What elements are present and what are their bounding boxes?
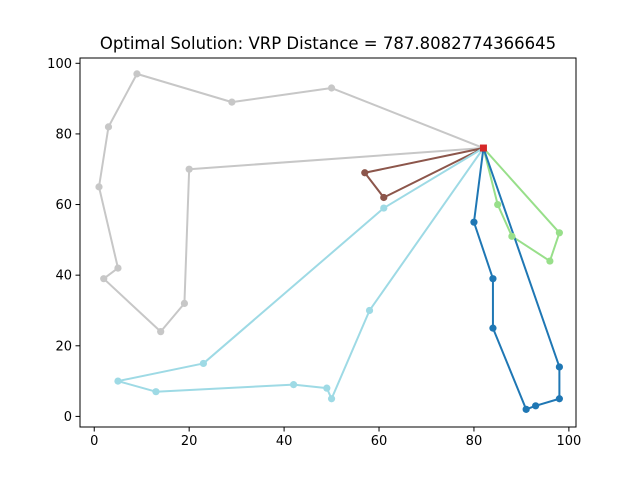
route-line-5: [472, 147, 561, 411]
customer-point: [95, 183, 103, 191]
customer-point: [228, 98, 236, 106]
y-tick-label: 100: [47, 57, 72, 72]
customer-point: [327, 84, 336, 92]
customer-point: [508, 232, 516, 240]
axes-frame: [79, 57, 577, 428]
customer-point: [114, 264, 122, 272]
x-tick-label: 0: [90, 434, 98, 449]
route-layer: [97, 72, 561, 411]
y-tick-label: 80: [55, 127, 72, 142]
customer-point: [199, 359, 208, 368]
axes: 0 20 40 60 80 100 0 20 40 60 80 100: [47, 57, 581, 449]
customer-point: [361, 169, 369, 177]
customer-point: [489, 275, 497, 283]
customer-point: [323, 384, 331, 392]
customer-point: [365, 306, 374, 315]
customer-point: [494, 200, 502, 209]
customer-point: [104, 123, 113, 131]
route-line-2: [363, 147, 484, 199]
x-tick-label: 40: [276, 434, 293, 449]
x-tick-label: 100: [556, 434, 581, 449]
customer-point: [100, 275, 108, 283]
customer-point: [555, 229, 563, 237]
customer-point: [180, 299, 189, 308]
customer-point: [380, 193, 388, 202]
customer-point: [380, 204, 388, 212]
chart-title: Optimal Solution: VRP Distance = 787.808…: [100, 34, 556, 53]
y-tick-label: 60: [55, 198, 72, 213]
customer-point: [532, 402, 540, 410]
node-layer: [95, 70, 563, 413]
depot-marker: [479, 144, 487, 152]
y-tick-label: 0: [64, 410, 72, 425]
customer-point: [152, 388, 160, 396]
customer-point: [133, 70, 141, 78]
customer-point: [470, 218, 478, 226]
customer-point: [489, 324, 497, 332]
customer-point: [114, 377, 122, 385]
customer-point: [327, 395, 336, 403]
route-line-3: [116, 147, 485, 400]
y-tick-label: 40: [55, 269, 72, 284]
customer-point: [546, 257, 554, 265]
x-tick-label: 80: [466, 434, 483, 449]
x-tick-label: 60: [371, 434, 388, 449]
y-tick-label: 20: [55, 339, 72, 354]
customer-point: [522, 405, 530, 413]
route-line-4: [482, 147, 561, 263]
customer-point: [555, 395, 563, 403]
customer-point: [555, 363, 563, 371]
route-line-1: [97, 72, 484, 333]
customer-point: [185, 165, 193, 173]
customer-point: [289, 381, 298, 389]
customer-point: [157, 328, 165, 336]
x-tick-label: 20: [181, 434, 198, 449]
